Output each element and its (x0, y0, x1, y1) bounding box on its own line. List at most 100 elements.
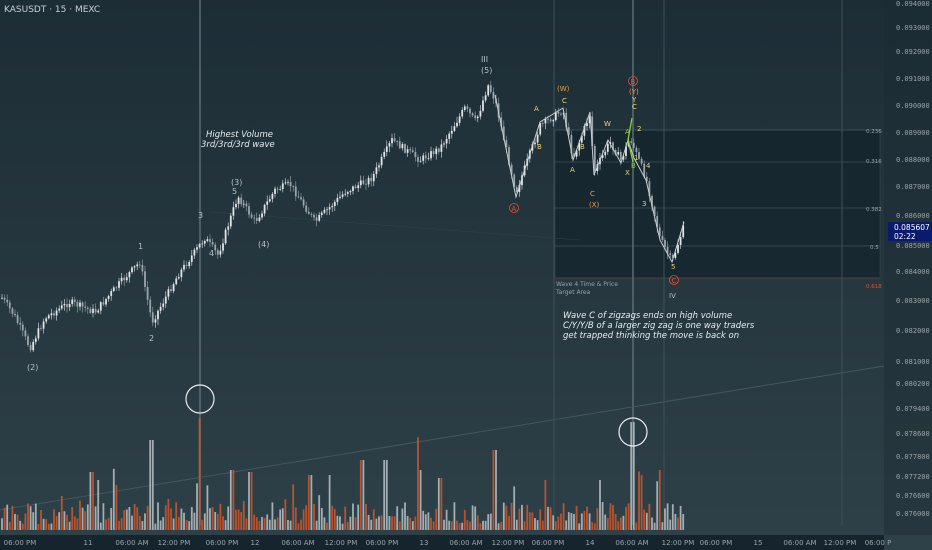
candle-body (357, 185, 360, 189)
volume-bar (599, 480, 601, 530)
candle-body (638, 152, 640, 159)
volume-bar (422, 510, 425, 530)
volume-bar (393, 516, 396, 530)
candle-body (489, 85, 492, 92)
candle-body (47, 315, 50, 319)
volume-bar (448, 520, 451, 530)
candle-body (133, 266, 136, 268)
candle-body (24, 330, 27, 337)
candle-body (271, 193, 274, 200)
candle-body (118, 281, 120, 288)
annotation-line: Wave C of zigzags ends on high volume (563, 311, 732, 321)
candle-body (235, 203, 237, 208)
volume-bar (73, 516, 76, 530)
price-tick: 0.076000 (896, 510, 930, 518)
volume-bar (604, 514, 607, 530)
volume-bar (567, 512, 570, 530)
volume-bar (60, 496, 63, 530)
candle-body (105, 299, 107, 305)
candle-body (565, 112, 568, 128)
candle-body (112, 287, 115, 292)
volume-bar (292, 484, 295, 530)
wave-label: (X) (589, 201, 600, 209)
volume-bar (211, 507, 214, 530)
wave-label: A (570, 166, 575, 174)
volume-bar (8, 521, 11, 530)
green-wave-line (627, 139, 634, 163)
candle-body (359, 180, 362, 186)
candle-body (424, 155, 427, 159)
volume-bar (185, 519, 188, 530)
time-tick: 11 (84, 539, 93, 547)
candle-body (651, 195, 653, 207)
volume-bar (263, 517, 266, 530)
candle-body (622, 155, 625, 160)
candle-body (443, 143, 445, 145)
candle-body (419, 160, 422, 162)
time-axis[interactable]: 06:00 PM 11 06:00 AM 12:00 PM 06:00 PM 12 06:0… (0, 535, 891, 550)
candle-body (149, 299, 152, 313)
candle-body (552, 120, 555, 122)
wave-labels: (2) 1 2 3 4 5 (3) (4) III (5) (27, 55, 492, 372)
volume-bar (365, 504, 367, 530)
volume-bar (570, 513, 573, 530)
orange-labels: (W) C (X) (Y) (557, 85, 639, 209)
candle-body (211, 241, 214, 245)
volume-bar (466, 520, 469, 530)
candle-body (440, 144, 443, 152)
candle-body (502, 126, 505, 140)
candle-body (643, 163, 646, 177)
candle-body (336, 197, 339, 202)
candle-body (71, 299, 74, 304)
candle-body (544, 118, 547, 124)
candle-body (258, 217, 261, 221)
candle-body (391, 138, 393, 144)
candle-body (362, 180, 365, 184)
volume-bar (591, 522, 594, 530)
volume-bar (94, 506, 97, 530)
volume-bar (521, 504, 523, 530)
candle-body (450, 130, 453, 134)
volume-bar (349, 516, 352, 530)
volume-bar (344, 506, 347, 530)
volume-bar (552, 515, 555, 530)
candle-body (1, 297, 3, 299)
candle-body (606, 143, 609, 152)
volume-bar (476, 515, 479, 530)
fib-label: 0.316 (866, 159, 882, 165)
candle-body (29, 345, 32, 351)
volume-bar (367, 514, 370, 530)
volume-bar (250, 472, 253, 530)
wave4-target-box (554, 129, 881, 279)
volume-bar (159, 520, 162, 530)
candle-body (388, 143, 391, 147)
candle-body (619, 152, 622, 160)
candle-body (645, 176, 648, 182)
volume-bar (21, 523, 24, 530)
price-axis[interactable]: 0.094000 0.093000 0.092000 0.091000 0.090000… (884, 0, 932, 535)
correction-path (494, 94, 685, 264)
volume-bar (118, 520, 120, 530)
candle-body (219, 250, 222, 255)
candle-body (263, 204, 266, 214)
price-tick: 0.076600 (896, 492, 930, 500)
candle-body (128, 272, 131, 278)
candle-body (648, 181, 651, 196)
volume-bar (341, 523, 344, 530)
candle-body (492, 91, 495, 99)
volume-highlight-circle (618, 417, 648, 447)
candle-body (188, 261, 191, 267)
volume-bar (222, 516, 224, 530)
candle-body (162, 303, 165, 307)
candle-body (281, 183, 284, 190)
candle-body (534, 142, 536, 145)
candle-body (396, 141, 399, 142)
candle-body (250, 214, 253, 218)
candle-body (214, 244, 217, 251)
volume-bar (268, 519, 271, 530)
volume-bar (435, 508, 438, 530)
candle-body (521, 175, 523, 186)
candle-body (164, 296, 167, 304)
wave-label: X (625, 169, 630, 177)
